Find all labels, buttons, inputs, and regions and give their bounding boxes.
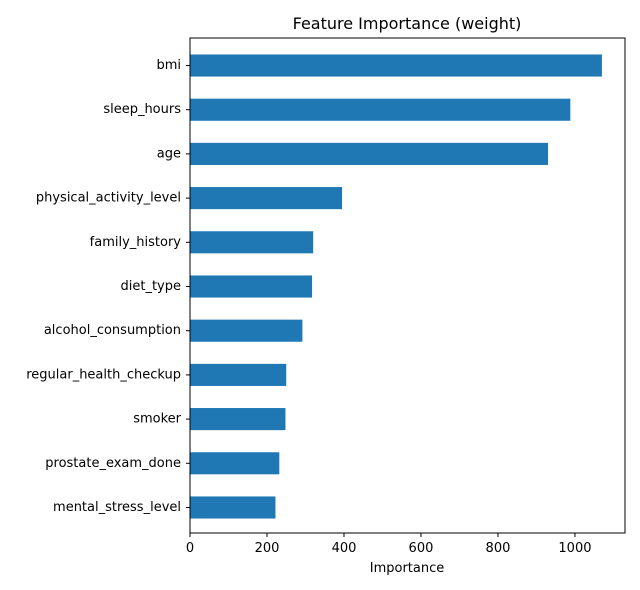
y-tick-label: smoker xyxy=(133,412,181,427)
plot-frame xyxy=(189,37,626,534)
bar-physical-activity-level xyxy=(190,187,343,210)
y-tick-label: regular_health_checkup xyxy=(26,367,181,382)
x-tick-label: 800 xyxy=(486,541,511,556)
bar-prostate-exam-done xyxy=(190,452,280,475)
chart-title: Feature Importance (weight) xyxy=(293,14,522,33)
bar-family-history xyxy=(190,231,314,254)
x-tick-label: 600 xyxy=(409,541,434,556)
x-tick-label: 200 xyxy=(255,541,280,556)
x-axis-ticks: 0 200 400 600 800 1000 xyxy=(186,533,592,556)
y-tick-label: age xyxy=(157,146,181,161)
y-tick-label: sleep_hours xyxy=(103,102,181,117)
bar-mental-stress-level xyxy=(190,496,276,519)
bar-bmi xyxy=(190,54,602,77)
y-tick-label: physical_activity_level xyxy=(36,191,181,206)
bar-alcohol-consumption xyxy=(190,319,303,342)
x-tick-label: 0 xyxy=(186,541,194,556)
x-tick-label: 1000 xyxy=(558,541,591,556)
bar-regular-health-checkup xyxy=(190,363,287,386)
y-tick-label: mental_stress_level xyxy=(53,500,181,515)
bar-diet-type xyxy=(190,275,313,298)
x-axis-label: Importance xyxy=(370,561,445,576)
y-tick-label: bmi xyxy=(156,58,181,73)
y-tick-label: prostate_exam_done xyxy=(45,456,181,471)
bars-group xyxy=(190,54,602,519)
x-tick-label: 400 xyxy=(332,541,357,556)
y-tick-label: diet_type xyxy=(121,279,182,294)
bar-sleep-hours xyxy=(190,98,571,121)
y-tick-label: alcohol_consumption xyxy=(44,323,181,338)
bar-smoker xyxy=(190,408,286,431)
y-tick-label: family_history xyxy=(90,235,182,250)
bar-age xyxy=(190,142,549,165)
